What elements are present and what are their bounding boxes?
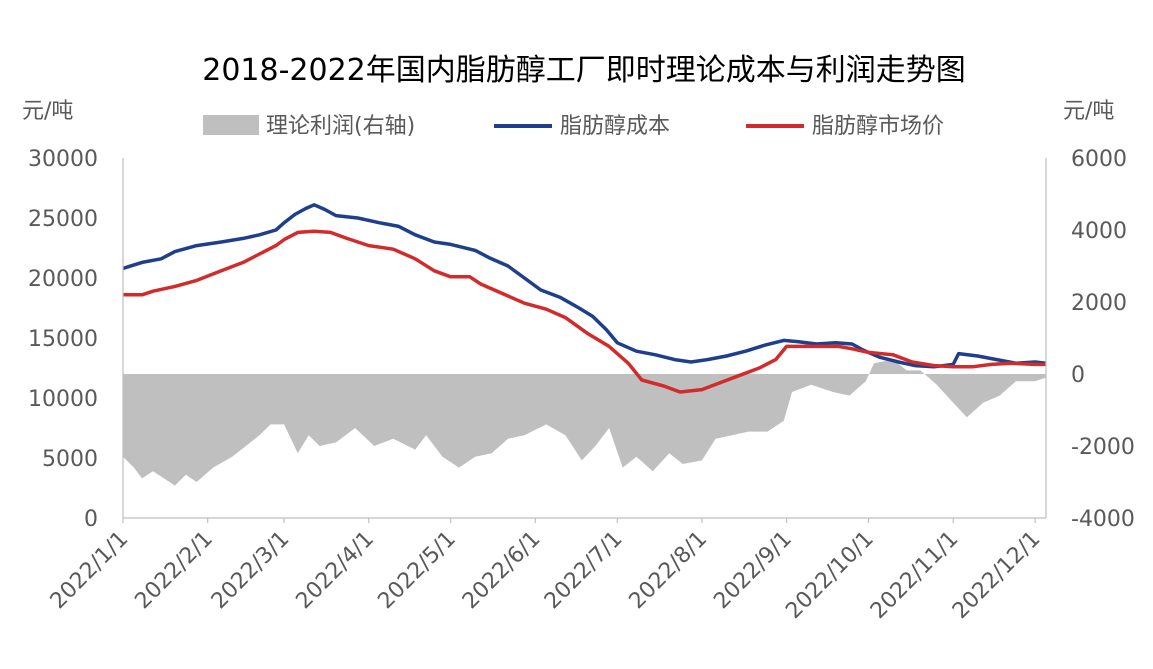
x-tick-label: 2022/1/1 (46, 527, 134, 615)
x-tick-label: 2022/5/1 (373, 527, 461, 615)
left-tick-label: 30000 (28, 147, 98, 172)
left-tick-label: 0 (84, 507, 98, 532)
left-tick-label: 20000 (28, 267, 98, 292)
left-tick-label: 25000 (28, 207, 98, 232)
plot-area (122, 203, 1047, 486)
right-tick-label: -2000 (1071, 435, 1135, 460)
legend-label-price: 脂肪醇市场价 (812, 114, 944, 139)
legend-label-profit: 理论利润(右轴) (266, 114, 415, 139)
right-tick-label: 4000 (1071, 219, 1127, 244)
right-tick-label: 2000 (1071, 291, 1127, 316)
left-tick-label: 10000 (28, 387, 98, 412)
legend-swatch-profit (203, 115, 259, 135)
x-tick-label: 2022/10/1 (781, 527, 878, 624)
left-tick-label: 15000 (28, 327, 98, 352)
x-tick-labels: 2022/1/12022/2/12022/3/12022/4/12022/5/1… (46, 527, 1046, 624)
x-tick-label: 2022/4/1 (291, 527, 379, 615)
left-tick-label: 5000 (42, 447, 98, 472)
right-tick-label: 0 (1071, 363, 1085, 388)
x-tick-marks (122, 518, 1036, 523)
price-line (123, 229, 1046, 394)
left-tick-labels: 0 5000 10000 15000 20000 25000 30000 (28, 147, 98, 532)
profit-area (123, 359, 1046, 486)
left-axis-unit: 元/吨 (22, 99, 73, 124)
right-tick-labels: -4000 -2000 0 2000 4000 6000 (1071, 147, 1135, 532)
right-tick-label: -4000 (1071, 507, 1135, 532)
x-tick-label: 2022/12/1 (948, 527, 1045, 624)
x-tick-label: 2022/11/1 (866, 527, 963, 624)
x-tick-label: 2022/6/1 (458, 527, 546, 615)
x-tick-label: 2022/2/1 (130, 527, 218, 615)
right-axis-unit: 元/吨 (1063, 99, 1114, 124)
right-tick-label: 6000 (1071, 147, 1127, 172)
cost-line (122, 203, 1047, 369)
chart-title: 2018-2022年国内脂肪醇工厂即时理论成本与利润走势图 (202, 53, 966, 88)
x-tick-label: 2022/9/1 (709, 527, 797, 615)
x-tick-label: 2022/7/1 (540, 527, 628, 615)
legend: 理论利润(右轴) 脂肪醇成本 脂肪醇市场价 (203, 114, 944, 139)
x-tick-label: 2022/3/1 (207, 527, 295, 615)
x-tick-label: 2022/8/1 (625, 527, 713, 615)
legend-label-cost: 脂肪醇成本 (560, 114, 670, 139)
